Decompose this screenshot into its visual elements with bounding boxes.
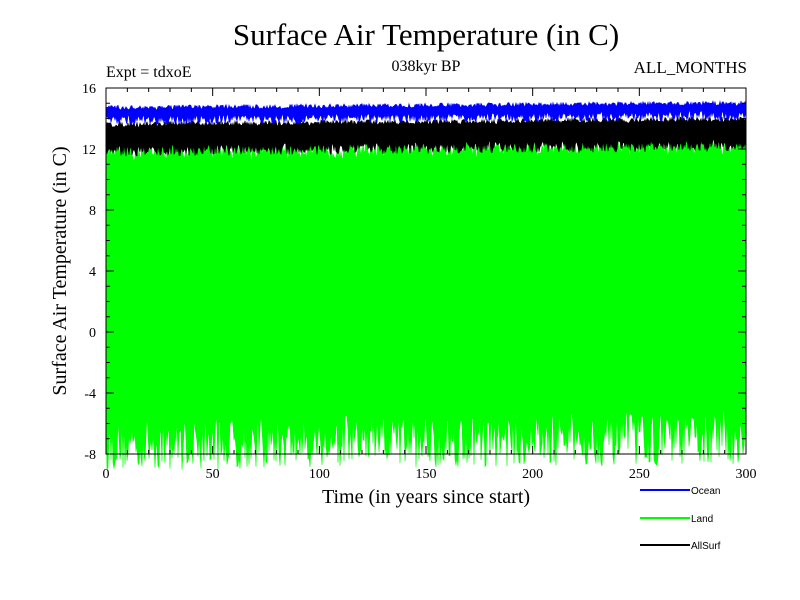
x-tick-label: 100 (309, 467, 330, 482)
x-tick-label: 0 (103, 467, 110, 482)
experiment-label: Expt = tdxoE (106, 64, 191, 81)
y-axis-label: Surface Air Temperature (in C) (49, 146, 71, 395)
y-tick-label: 8 (89, 204, 96, 219)
months-label: ALL_MONTHS (634, 58, 747, 77)
y-tick-label: -4 (84, 387, 96, 402)
tick-layer: 0 50 100 150 200 250 300 -8 -4 0 4 8 12 16 (82, 82, 757, 482)
x-axis-label: Time (in years since start) (322, 486, 530, 508)
legend: Ocean Land AllSurf (640, 486, 721, 552)
x-tick-label: 200 (522, 467, 543, 482)
y-tick-label: 4 (89, 265, 96, 280)
legend-land-label: Land (691, 514, 713, 525)
series-layer (105, 100, 747, 470)
y-tick-label: 16 (82, 82, 96, 97)
y-tick-label: 0 (89, 326, 96, 341)
x-tick-label: 300 (736, 467, 757, 482)
period-label: 038kyr BP (392, 58, 461, 75)
chart-title: Surface Air Temperature (in C) (233, 17, 619, 52)
legend-ocean-label: Ocean (691, 486, 720, 497)
series-land (105, 129, 747, 470)
x-tick-label: 250 (629, 467, 650, 482)
y-tick-label: 12 (82, 143, 96, 158)
x-tick-label: 50 (206, 467, 220, 482)
legend-allsurf-label: AllSurf (691, 541, 721, 552)
y-tick-label: -8 (84, 448, 96, 463)
x-tick-label: 150 (416, 467, 437, 482)
